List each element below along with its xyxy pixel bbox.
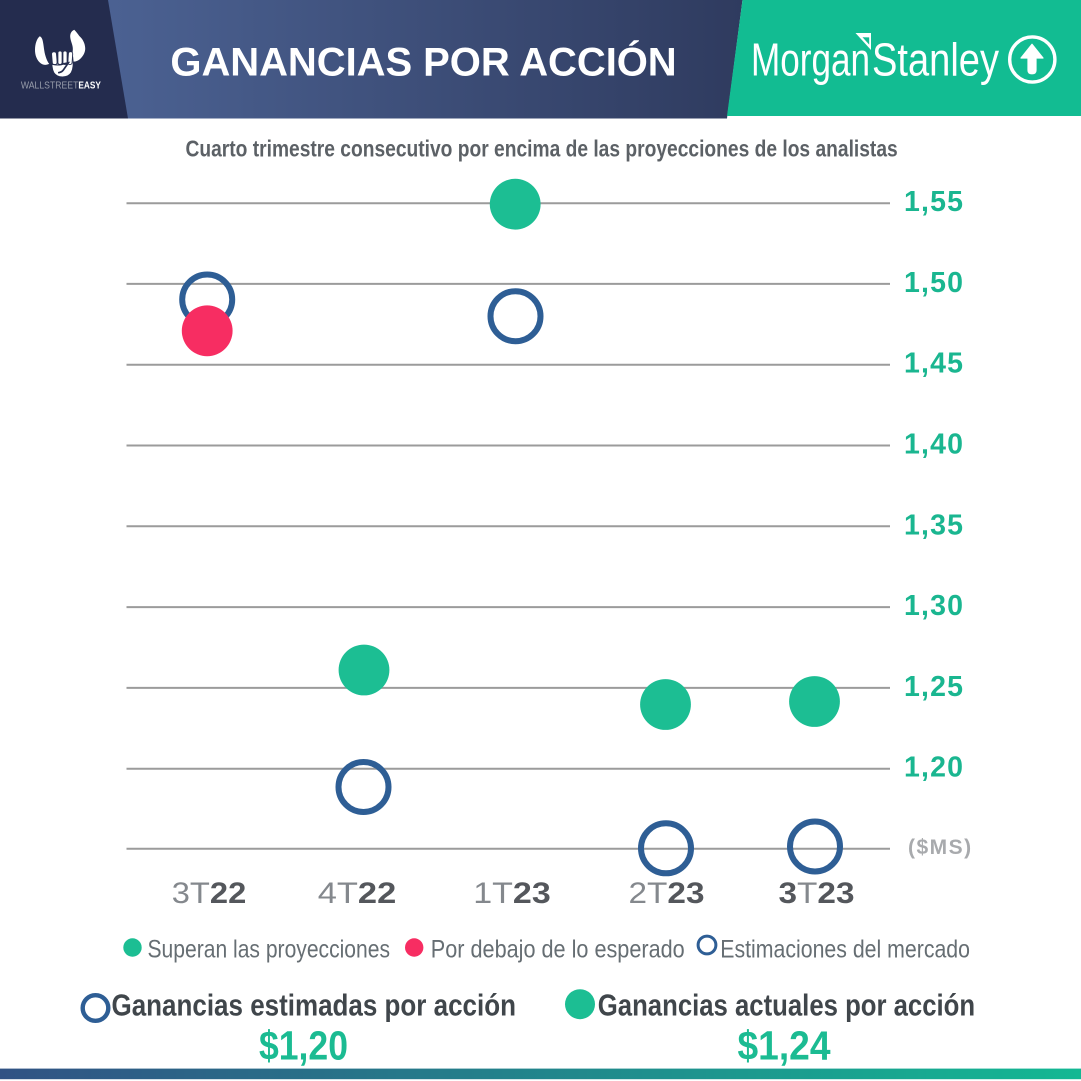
svg-text:Stanley: Stanley: [872, 33, 1000, 85]
svg-text:EASY: EASY: [78, 80, 101, 91]
svg-text:3T23: 3T23: [779, 878, 855, 910]
svg-text:Ganancias actuales por acción: Ganancias actuales por acción: [598, 989, 975, 1023]
svg-text:1,50: 1,50: [904, 267, 963, 299]
svg-text:1,20: 1,20: [904, 752, 963, 784]
svg-text:1,40: 1,40: [904, 429, 963, 461]
svg-text:1,30: 1,30: [904, 590, 963, 622]
svg-text:$1,20: $1,20: [259, 1022, 348, 1068]
svg-text:1,45: 1,45: [904, 348, 963, 380]
svg-text:($MS): ($MS): [908, 836, 973, 859]
svg-text:1,25: 1,25: [904, 671, 963, 703]
svg-text:1,55: 1,55: [904, 186, 963, 218]
svg-text:GANANCIAS POR ACCIÓN: GANANCIAS POR ACCIÓN: [170, 39, 676, 85]
svg-text:1,35: 1,35: [904, 509, 963, 541]
svg-text:Por debajo de lo esperado: Por debajo de lo esperado: [431, 936, 685, 963]
svg-text:Superan las proyecciones: Superan las proyecciones: [148, 936, 391, 963]
svg-text:WALLSTREET: WALLSTREET: [21, 80, 79, 91]
svg-text:Ganancias estimadas por acción: Ganancias estimadas por acción: [112, 989, 517, 1023]
svg-text:Cuarto trimestre consecutivo p: Cuarto trimestre consecutivo por encima …: [186, 135, 898, 161]
svg-text:$1,24: $1,24: [738, 1022, 831, 1068]
svg-text:Estimaciones del mercado: Estimaciones del mercado: [720, 936, 970, 963]
svg-text:Morgan: Morgan: [751, 33, 870, 85]
